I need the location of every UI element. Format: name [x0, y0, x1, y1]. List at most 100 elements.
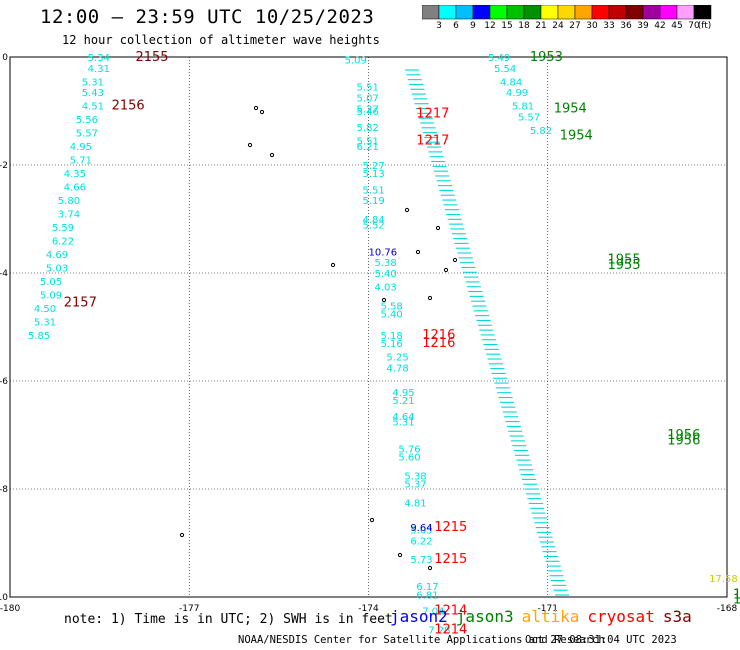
island-marker: [435, 225, 441, 231]
island-marker: [259, 109, 265, 115]
legend-entry-altika: altika: [521, 607, 580, 626]
colorbar-tick-label: 12: [484, 21, 496, 31]
wave-height-label: 5.82: [357, 123, 379, 134]
y-tick-label: -8: [0, 485, 8, 495]
wave-height-label: 5.05: [40, 277, 62, 288]
wave-height-label: 6.81: [416, 590, 438, 601]
wave-height-label: 5.76: [398, 445, 420, 456]
wave-height-label: 5.05: [410, 526, 432, 537]
island-marker: [330, 262, 336, 268]
wave-height-label: 4.31: [88, 64, 110, 75]
wave-height-label: 4.84: [500, 77, 522, 88]
colorbar: [422, 5, 712, 20]
colorbar-unit-label: (ft): [697, 21, 712, 31]
wave-height-label: 5.56: [76, 115, 98, 126]
y-tick-label: -6: [0, 377, 8, 387]
pass-time-label: 1217: [416, 134, 449, 149]
island-marker: [269, 152, 275, 158]
colorbar-tick-label: 70: [688, 21, 700, 31]
island-marker: [381, 297, 387, 303]
y-tick-label: 0: [2, 53, 8, 63]
colorbar-tick-label: 36: [620, 21, 632, 31]
wave-height-label: 5.09: [345, 56, 367, 67]
wave-height-label: 4.50: [34, 304, 56, 315]
island-marker: [397, 552, 403, 558]
colorbar-tick-label: 6: [453, 21, 459, 31]
pass-time-label: 1215: [434, 520, 467, 535]
wave-height-label: 5.43: [82, 88, 104, 99]
wave-height-label: 6.22: [410, 536, 432, 547]
wave-height-label: 4.78: [386, 364, 408, 375]
wave-height-label: 5.85: [28, 331, 50, 342]
pass-time-label: 1957: [733, 587, 740, 602]
x-tick-label: -174: [358, 604, 379, 614]
wave-height-label: 5.31: [34, 318, 56, 329]
colorbar-tick-label: 33: [603, 21, 615, 31]
satellite-legend: jason2 jason3 altika cryosat s3a: [390, 607, 700, 626]
wave-height-label: 5.49: [488, 53, 510, 64]
wave-height-label: 5.09: [40, 291, 62, 302]
pass-time-label: 1956: [667, 433, 700, 448]
wave-height-label: 5.34: [88, 53, 110, 64]
wave-height-label: 9.64: [410, 523, 432, 534]
pass-time-label: 1953: [530, 50, 563, 65]
pass-time-label: 1214: [434, 622, 467, 637]
colorbar-tick-label: 24: [552, 21, 564, 31]
credit-text: NOAA/NESDIS Center for Satellite Applica…: [238, 634, 605, 646]
wave-height-label: 5.07: [357, 94, 379, 105]
wave-height-label: 7.28: [428, 625, 450, 636]
island-marker: [404, 207, 410, 213]
wave-height-label: 5.03: [46, 264, 68, 275]
wave-height-label: 5.19: [363, 196, 385, 207]
wave-height-label: 4.84: [363, 215, 385, 226]
wave-height-label: 4.66: [64, 183, 86, 194]
wave-height-label: 3.74: [58, 210, 80, 221]
wave-height-label: 5.51: [363, 185, 385, 196]
wave-height-label: 4.69: [46, 250, 68, 261]
wave-height-label: 5.40: [380, 310, 402, 321]
wave-height-label: 5.21: [392, 396, 414, 407]
colorbar-tick-label: 39: [637, 21, 649, 31]
pass-time-label: 1957: [733, 593, 740, 608]
legend-entry-s3a: s3a: [662, 607, 692, 626]
colorbar-tick-label: 18: [518, 21, 530, 31]
colorbar-tick-label: 45: [671, 21, 683, 31]
wave-height-label: 5.31: [392, 418, 414, 429]
wave-height-label: 5.82: [530, 126, 552, 137]
island-marker: [415, 249, 421, 255]
wave-height-label: 5.57: [76, 129, 98, 140]
wave-height-label: 5.31: [82, 77, 104, 88]
island-marker: [427, 565, 433, 571]
wave-height-label: 5.73: [410, 555, 432, 566]
y-tick-label: -10: [0, 593, 8, 603]
wave-height-label: 4.81: [404, 499, 426, 510]
wave-height-label: 5.27: [357, 104, 379, 115]
wave-height-label: 5.16: [380, 339, 402, 350]
x-tick-label: -168: [717, 604, 738, 614]
colorbar-tick-label: 30: [586, 21, 598, 31]
island-marker: [427, 295, 433, 301]
x-tick-label: -177: [179, 604, 199, 614]
timestamp-text: Oct 27 08:31:04 UTC 2023: [525, 634, 677, 646]
wave-height-label: 6.17: [416, 582, 438, 593]
wave-height-label: 10.76: [369, 247, 398, 258]
pass-time-label: 2157: [64, 296, 97, 311]
wave-height-label: 7.04: [422, 607, 444, 618]
x-tick-label: -171: [538, 604, 558, 614]
wave-height-label: 5.27: [363, 161, 385, 172]
wave-height-label: 4.03: [374, 283, 396, 294]
island-marker: [253, 105, 259, 111]
wave-height-label: 4.51: [82, 102, 104, 113]
wave-height-label: 5.37: [404, 480, 426, 491]
footnote: note: 1) Time is in UTC; 2) SWH is in fe…: [64, 612, 393, 627]
colorbar-tick-label: 15: [501, 21, 513, 31]
chart-subtitle: 12 hour collection of altimeter wave hei…: [62, 33, 380, 47]
y-tick-label: -4: [0, 269, 8, 279]
pass-time-label: 1954: [560, 128, 593, 143]
pass-time-label: 1217: [416, 107, 449, 122]
colorbar-swatch: [693, 5, 712, 20]
wave-height-label: 5.40: [374, 269, 396, 280]
wave-height-label: 4.95: [70, 142, 92, 153]
colorbar-labels: 3 6 9 12 15 18 21 24 27 30 33 36 39 42 45 70 (ft): [422, 21, 728, 35]
